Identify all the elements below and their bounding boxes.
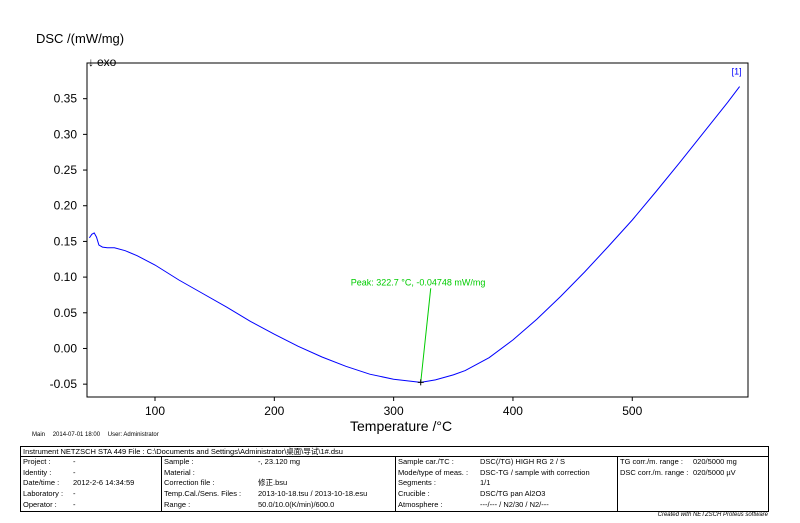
y-tick-label: 0.25 [54, 163, 78, 177]
info-key: Atmosphere : [398, 499, 443, 509]
series-line [88, 86, 740, 383]
info-row: Project : - [21, 457, 161, 468]
info-table: Instrument NETZSCH STA 449 File : C:\Doc… [20, 446, 769, 512]
series-group: [1] [88, 67, 742, 383]
info-row: Crucible : DSC/TG pan Al2O3 [396, 489, 617, 500]
info-value: 020/5000 µV [693, 467, 736, 477]
info-value: 修正.bsu [258, 478, 288, 488]
info-value: - [73, 489, 76, 499]
info-key: Sample car./TC : [398, 457, 454, 466]
info-row: Date/time : 2012-2-6 14:34:59 [21, 478, 161, 489]
info-value: - [73, 467, 76, 477]
info-row: TG corr./m. range : 020/5000 mg [618, 457, 770, 468]
info-row: Atmosphere : ---/--- / N2/30 / N2/--- [396, 500, 617, 511]
main-date: 2014-07-01 18:00 [52, 432, 101, 438]
main-line: Main 2014-07-01 18:00 User: Administrato… [32, 432, 165, 438]
info-value: ---/--- / N2/30 / N2/--- [480, 499, 549, 509]
y-tick-label: -0.05 [50, 377, 78, 391]
y-tick-label: 0.15 [54, 234, 78, 248]
y-tick-label: 0.05 [54, 306, 78, 320]
info-key: Segments : [398, 478, 436, 488]
x-tick-label: 100 [145, 404, 165, 418]
info-row: DSC corr./m. range : 020/5000 µV [618, 468, 770, 479]
info-row: Mode/type of meas. : DSC-TG / sample with… [396, 468, 617, 479]
y-tick-label: 0.10 [54, 270, 78, 284]
x-tick-label: 500 [622, 404, 642, 418]
info-value: - [73, 457, 76, 466]
info-key: Laboratory : [23, 489, 64, 499]
info-key: Range : [164, 499, 191, 509]
info-value: DSC(/TG) HIGH RG 2 / S [480, 457, 566, 466]
x-tick-label: 200 [264, 404, 284, 418]
info-row: Laboratory :- [21, 489, 161, 500]
info-col-measurement: Sample car./TC : DSC(/TG) HIGH RG 2 / S Mo… [395, 457, 617, 511]
x-tick-label: 400 [503, 404, 523, 418]
y-tick-label: 0.35 [54, 92, 78, 106]
info-key: Mode/type of meas. : [398, 467, 469, 477]
info-row: Identity : - [21, 468, 161, 479]
info-row: Correction file : 修正.bsu [162, 478, 395, 489]
info-value: DSC-TG / sample with correction [480, 467, 590, 477]
info-key: Crucible : [398, 489, 430, 499]
x-axis-label: Temperature /°C [350, 418, 453, 434]
info-col-sample: Sample : -, 23.120 mg Material : Correction… [161, 457, 395, 511]
info-row: Material : [162, 468, 395, 479]
y-axis: -0.05 0.00 0.05 0.10 0.15 0.20 0.25 0.30 0.35 [50, 92, 87, 391]
info-row: Segments : 1/1 [396, 478, 617, 489]
plot-frame [86, 62, 749, 398]
info-value: 1/1 [480, 478, 491, 488]
main-label: Main [32, 432, 46, 438]
down-arrow-icon: ↓ [88, 55, 94, 69]
exo-label: exo [97, 55, 117, 69]
y-tick-label: 0.30 [54, 127, 78, 141]
y-axis-label: DSC /(mW/mg) [36, 31, 125, 46]
info-row: Sample : -, 23.120 mg [162, 457, 395, 468]
info-key: Temp.Cal./Sens. Files : [164, 489, 242, 499]
info-key: DSC corr./m. range : [620, 467, 689, 477]
info-key: Date/time : [23, 478, 60, 488]
x-axis: 100 200 300 400 500 [145, 397, 643, 418]
info-value: -, 23.120 mg [258, 457, 301, 466]
peak-label: Peak: 322.7 °C, -0.04748 mW/mg [351, 277, 486, 287]
info-key: Project : [23, 457, 51, 466]
credit-text: Created with NETZSCH Proteus software [657, 512, 768, 518]
info-key: Operator : [23, 499, 57, 509]
info-key: TG corr./m. range : [620, 457, 683, 466]
info-row: Range : 50.0/10.0(K/min)/600.0 [162, 500, 395, 511]
info-value: DSC/TG pan Al2O3 [480, 489, 546, 499]
main-user: User: Administrator [107, 432, 159, 438]
x-tick-label: 300 [384, 404, 404, 418]
info-row: Operator : - [21, 500, 161, 511]
series-end-label: [1] [732, 67, 742, 77]
info-value: 2012-2-6 14:34:59 [73, 478, 135, 488]
peak-leader-line [420, 288, 432, 383]
dsc-chart: -0.05 0.00 0.05 0.10 0.15 0.20 0.25 0.30 0.35 10… [50, 62, 749, 418]
info-header: Instrument NETZSCH STA 449 File : C:\Doc… [21, 447, 768, 457]
y-tick-label: 0.00 [54, 341, 78, 355]
info-key: Material : [164, 467, 195, 477]
info-col-general: Project : - Identity : - Date/time : 2012-2-6… [21, 457, 161, 511]
y-tick-label: 0.20 [54, 199, 78, 213]
info-value: 2013-10-18.tsu / 2013-10-18.esu [258, 489, 368, 499]
info-col-correction: TG corr./m. range : 020/5000 mg DSC corr./… [617, 457, 770, 511]
exo-indicator: ↓ exo [88, 55, 116, 69]
info-value: - [73, 499, 76, 509]
info-value: 50.0/10.0(K/min)/600.0 [258, 499, 335, 509]
info-key: Identity : [23, 467, 52, 477]
info-key: Sample : [164, 457, 194, 466]
info-key: Correction file : [164, 478, 215, 488]
info-row: Sample car./TC : DSC(/TG) HIGH RG 2 / S [396, 457, 617, 468]
info-value: 020/5000 mg [693, 457, 737, 466]
peak-annotation: Peak: 322.7 °C, -0.04748 mW/mg [351, 277, 486, 386]
info-row: Temp.Cal./Sens. Files : 2013-10-18.tsu / … [162, 489, 395, 500]
